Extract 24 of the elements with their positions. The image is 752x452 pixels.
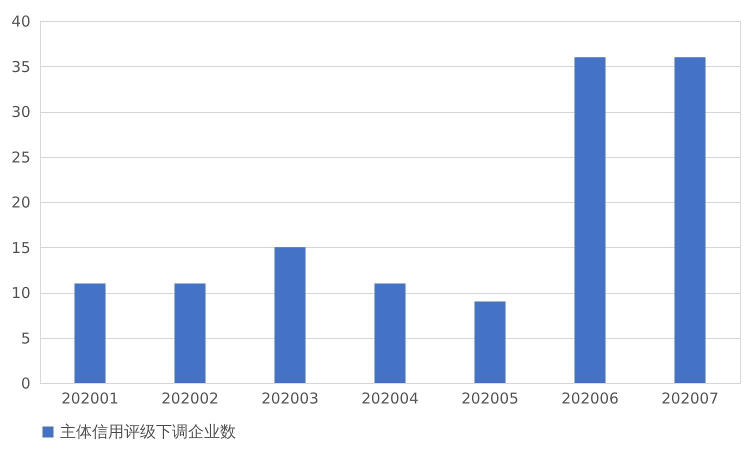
y-tick-label: 15: [11, 238, 30, 257]
y-tick-label: 5: [20, 329, 30, 348]
y-tick-label: 35: [11, 58, 30, 76]
bar: [674, 57, 706, 383]
bar: [374, 283, 406, 383]
x-tick-label: 202004: [361, 390, 419, 408]
x-tick-label: 202006: [561, 390, 619, 408]
bar: [174, 283, 206, 383]
x-tick-label: 202002: [161, 390, 219, 408]
x-tick-label: 202003: [261, 390, 319, 408]
y-tick-label: 20: [11, 194, 30, 212]
legend-label: 主体信用评级下调企业数: [60, 422, 236, 441]
y-tick-label: 10: [11, 284, 30, 302]
y-tick-label: 25: [11, 148, 30, 166]
bar: [74, 283, 106, 383]
x-tick-label: 202007: [661, 390, 719, 408]
y-tick-label: 30: [11, 103, 30, 121]
x-tick-label: 202005: [461, 390, 519, 408]
y-tick-label: 0: [20, 374, 30, 392]
bar: [574, 57, 606, 383]
x-tick-label: 202001: [61, 390, 119, 408]
bar: [274, 247, 306, 383]
bar: [474, 302, 506, 383]
y-tick-label: 40: [11, 12, 30, 30]
